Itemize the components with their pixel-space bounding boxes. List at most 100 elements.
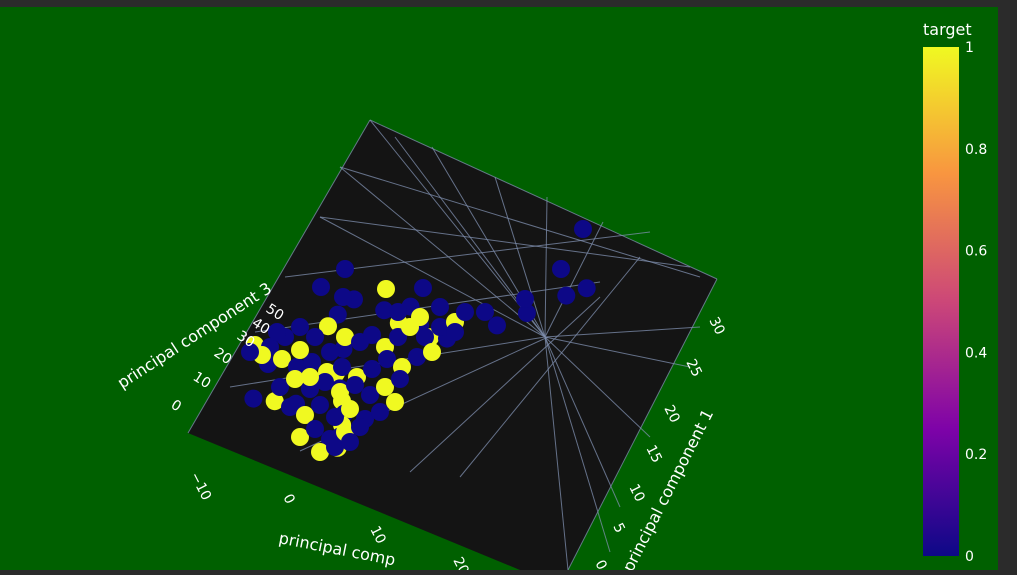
- y-tick-label: −10: [186, 470, 214, 504]
- data-point[interactable]: [286, 370, 304, 388]
- data-point[interactable]: [371, 403, 389, 421]
- data-point[interactable]: [377, 280, 395, 298]
- x-tick-label: 15: [642, 443, 664, 466]
- gridline: [319, 216, 546, 338]
- data-point[interactable]: [446, 323, 464, 341]
- data-point[interactable]: [336, 260, 354, 278]
- colorbar: [923, 47, 959, 556]
- gridline: [319, 216, 691, 268]
- gridline: [369, 119, 546, 338]
- gridline: [339, 166, 701, 278]
- data-point[interactable]: [336, 328, 354, 346]
- gridline: [544, 336, 691, 368]
- data-point[interactable]: [557, 286, 576, 305]
- data-point[interactable]: [265, 392, 284, 411]
- gridline: [544, 336, 651, 438]
- gridline: [459, 256, 641, 478]
- data-point[interactable]: [416, 328, 434, 346]
- markers: [241, 220, 596, 461]
- data-point[interactable]: [241, 343, 259, 361]
- data-point[interactable]: [321, 343, 339, 361]
- gridline: [254, 281, 601, 333]
- data-point[interactable]: [291, 318, 309, 336]
- data-point[interactable]: [391, 370, 409, 388]
- data-point[interactable]: [301, 368, 319, 386]
- data-point[interactable]: [378, 350, 396, 368]
- data-point[interactable]: [312, 278, 330, 296]
- data-point[interactable]: [423, 343, 441, 361]
- data-point[interactable]: [303, 353, 321, 371]
- gridline: [544, 221, 604, 338]
- data-point[interactable]: [408, 348, 426, 366]
- x-tick-label: 10: [625, 482, 647, 505]
- data-point[interactable]: [361, 386, 379, 404]
- data-point[interactable]: [316, 373, 334, 391]
- data-point[interactable]: [346, 376, 364, 394]
- colorbar-tick-label: 0.4: [965, 345, 987, 361]
- gridline: [544, 336, 621, 508]
- data-point[interactable]: [296, 406, 314, 424]
- gridline: [339, 166, 546, 338]
- data-point[interactable]: [389, 328, 407, 346]
- colorbar-tick-label: 0: [965, 549, 974, 565]
- data-point[interactable]: [431, 318, 449, 336]
- data-point[interactable]: [291, 341, 309, 359]
- data-point[interactable]: [326, 408, 344, 426]
- data-point[interactable]: [574, 220, 592, 238]
- y-tick-label: 20: [449, 555, 471, 570]
- data-point[interactable]: [319, 317, 337, 336]
- data-point[interactable]: [414, 279, 432, 297]
- data-point[interactable]: [456, 303, 474, 321]
- colorbar-tick-label: 0.6: [965, 244, 987, 260]
- data-point[interactable]: [244, 389, 263, 408]
- data-point[interactable]: [333, 358, 351, 376]
- x-tick-label: 25: [682, 357, 704, 380]
- data-point[interactable]: [389, 303, 407, 321]
- data-point[interactable]: [341, 433, 359, 451]
- data-point[interactable]: [268, 323, 286, 341]
- gridline: [544, 336, 569, 570]
- colorbar-tick-label: 0.8: [965, 142, 987, 158]
- data-point[interactable]: [273, 350, 291, 368]
- y-tick-label: 10: [366, 524, 388, 547]
- data-point[interactable]: [326, 438, 344, 456]
- gridline: [409, 296, 601, 473]
- data-point[interactable]: [306, 420, 324, 438]
- data-point[interactable]: [375, 301, 394, 320]
- gridline: [544, 336, 611, 553]
- x-tick-label: 0: [591, 558, 609, 570]
- gridline: [187, 119, 371, 434]
- data-point[interactable]: [363, 326, 381, 344]
- data-point[interactable]: [411, 308, 429, 326]
- gridline: [544, 196, 548, 338]
- data-point[interactable]: [431, 298, 449, 316]
- data-point[interactable]: [351, 418, 369, 436]
- data-point[interactable]: [552, 260, 570, 278]
- gridlines: [187, 119, 718, 570]
- data-point[interactable]: [311, 396, 329, 414]
- data-point[interactable]: [341, 400, 359, 418]
- z-tick-label: 0: [168, 397, 184, 415]
- data-point[interactable]: [577, 279, 596, 298]
- data-point[interactable]: [488, 316, 506, 335]
- data-point[interactable]: [386, 393, 404, 411]
- data-point[interactable]: [334, 288, 352, 306]
- plot-area[interactable]: 0 5 10 15 20 25 30 −10 0 10 20 0 10 20 30 40 50 princi…: [0, 7, 998, 570]
- data-point[interactable]: [331, 383, 349, 401]
- data-point[interactable]: [476, 303, 494, 321]
- data-point[interactable]: [363, 360, 381, 378]
- data-point[interactable]: [291, 428, 309, 446]
- gridline: [369, 119, 718, 280]
- data-point[interactable]: [281, 398, 299, 416]
- data-point[interactable]: [306, 328, 324, 346]
- data-point[interactable]: [516, 290, 534, 308]
- data-point[interactable]: [271, 378, 289, 396]
- data-point[interactable]: [376, 378, 394, 396]
- data-point[interactable]: [517, 304, 536, 322]
- colorbar-tick-label: 1: [965, 40, 974, 56]
- data-point[interactable]: [311, 443, 329, 461]
- colorbar-tick-label: 0.2: [965, 447, 987, 463]
- x-tick-label: 30: [705, 315, 727, 338]
